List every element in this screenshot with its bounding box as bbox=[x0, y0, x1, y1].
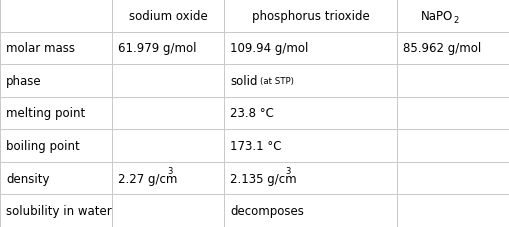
Text: 23.8 °C: 23.8 °C bbox=[230, 107, 274, 120]
Text: 3: 3 bbox=[285, 167, 291, 176]
Text: NaPO: NaPO bbox=[421, 10, 453, 23]
Text: solubility in water: solubility in water bbox=[6, 204, 112, 217]
Text: phosphorus trioxide: phosphorus trioxide bbox=[251, 10, 370, 23]
Text: molar mass: molar mass bbox=[6, 42, 75, 55]
Text: (at STP): (at STP) bbox=[260, 76, 294, 86]
Text: density: density bbox=[6, 172, 49, 185]
Text: sodium oxide: sodium oxide bbox=[129, 10, 207, 23]
Text: 3: 3 bbox=[167, 167, 173, 176]
Text: 2.135 g/cm: 2.135 g/cm bbox=[230, 172, 297, 185]
Text: decomposes: decomposes bbox=[230, 204, 304, 217]
Text: 61.979 g/mol: 61.979 g/mol bbox=[118, 42, 196, 55]
Text: 2.27 g/cm: 2.27 g/cm bbox=[118, 172, 178, 185]
Text: solid: solid bbox=[230, 75, 258, 88]
Text: phase: phase bbox=[6, 75, 42, 88]
Text: melting point: melting point bbox=[6, 107, 86, 120]
Text: 173.1 °C: 173.1 °C bbox=[230, 139, 281, 152]
Text: 85.962 g/mol: 85.962 g/mol bbox=[403, 42, 482, 55]
Text: 2: 2 bbox=[453, 16, 458, 25]
Text: boiling point: boiling point bbox=[6, 139, 80, 152]
Text: 109.94 g/mol: 109.94 g/mol bbox=[230, 42, 308, 55]
